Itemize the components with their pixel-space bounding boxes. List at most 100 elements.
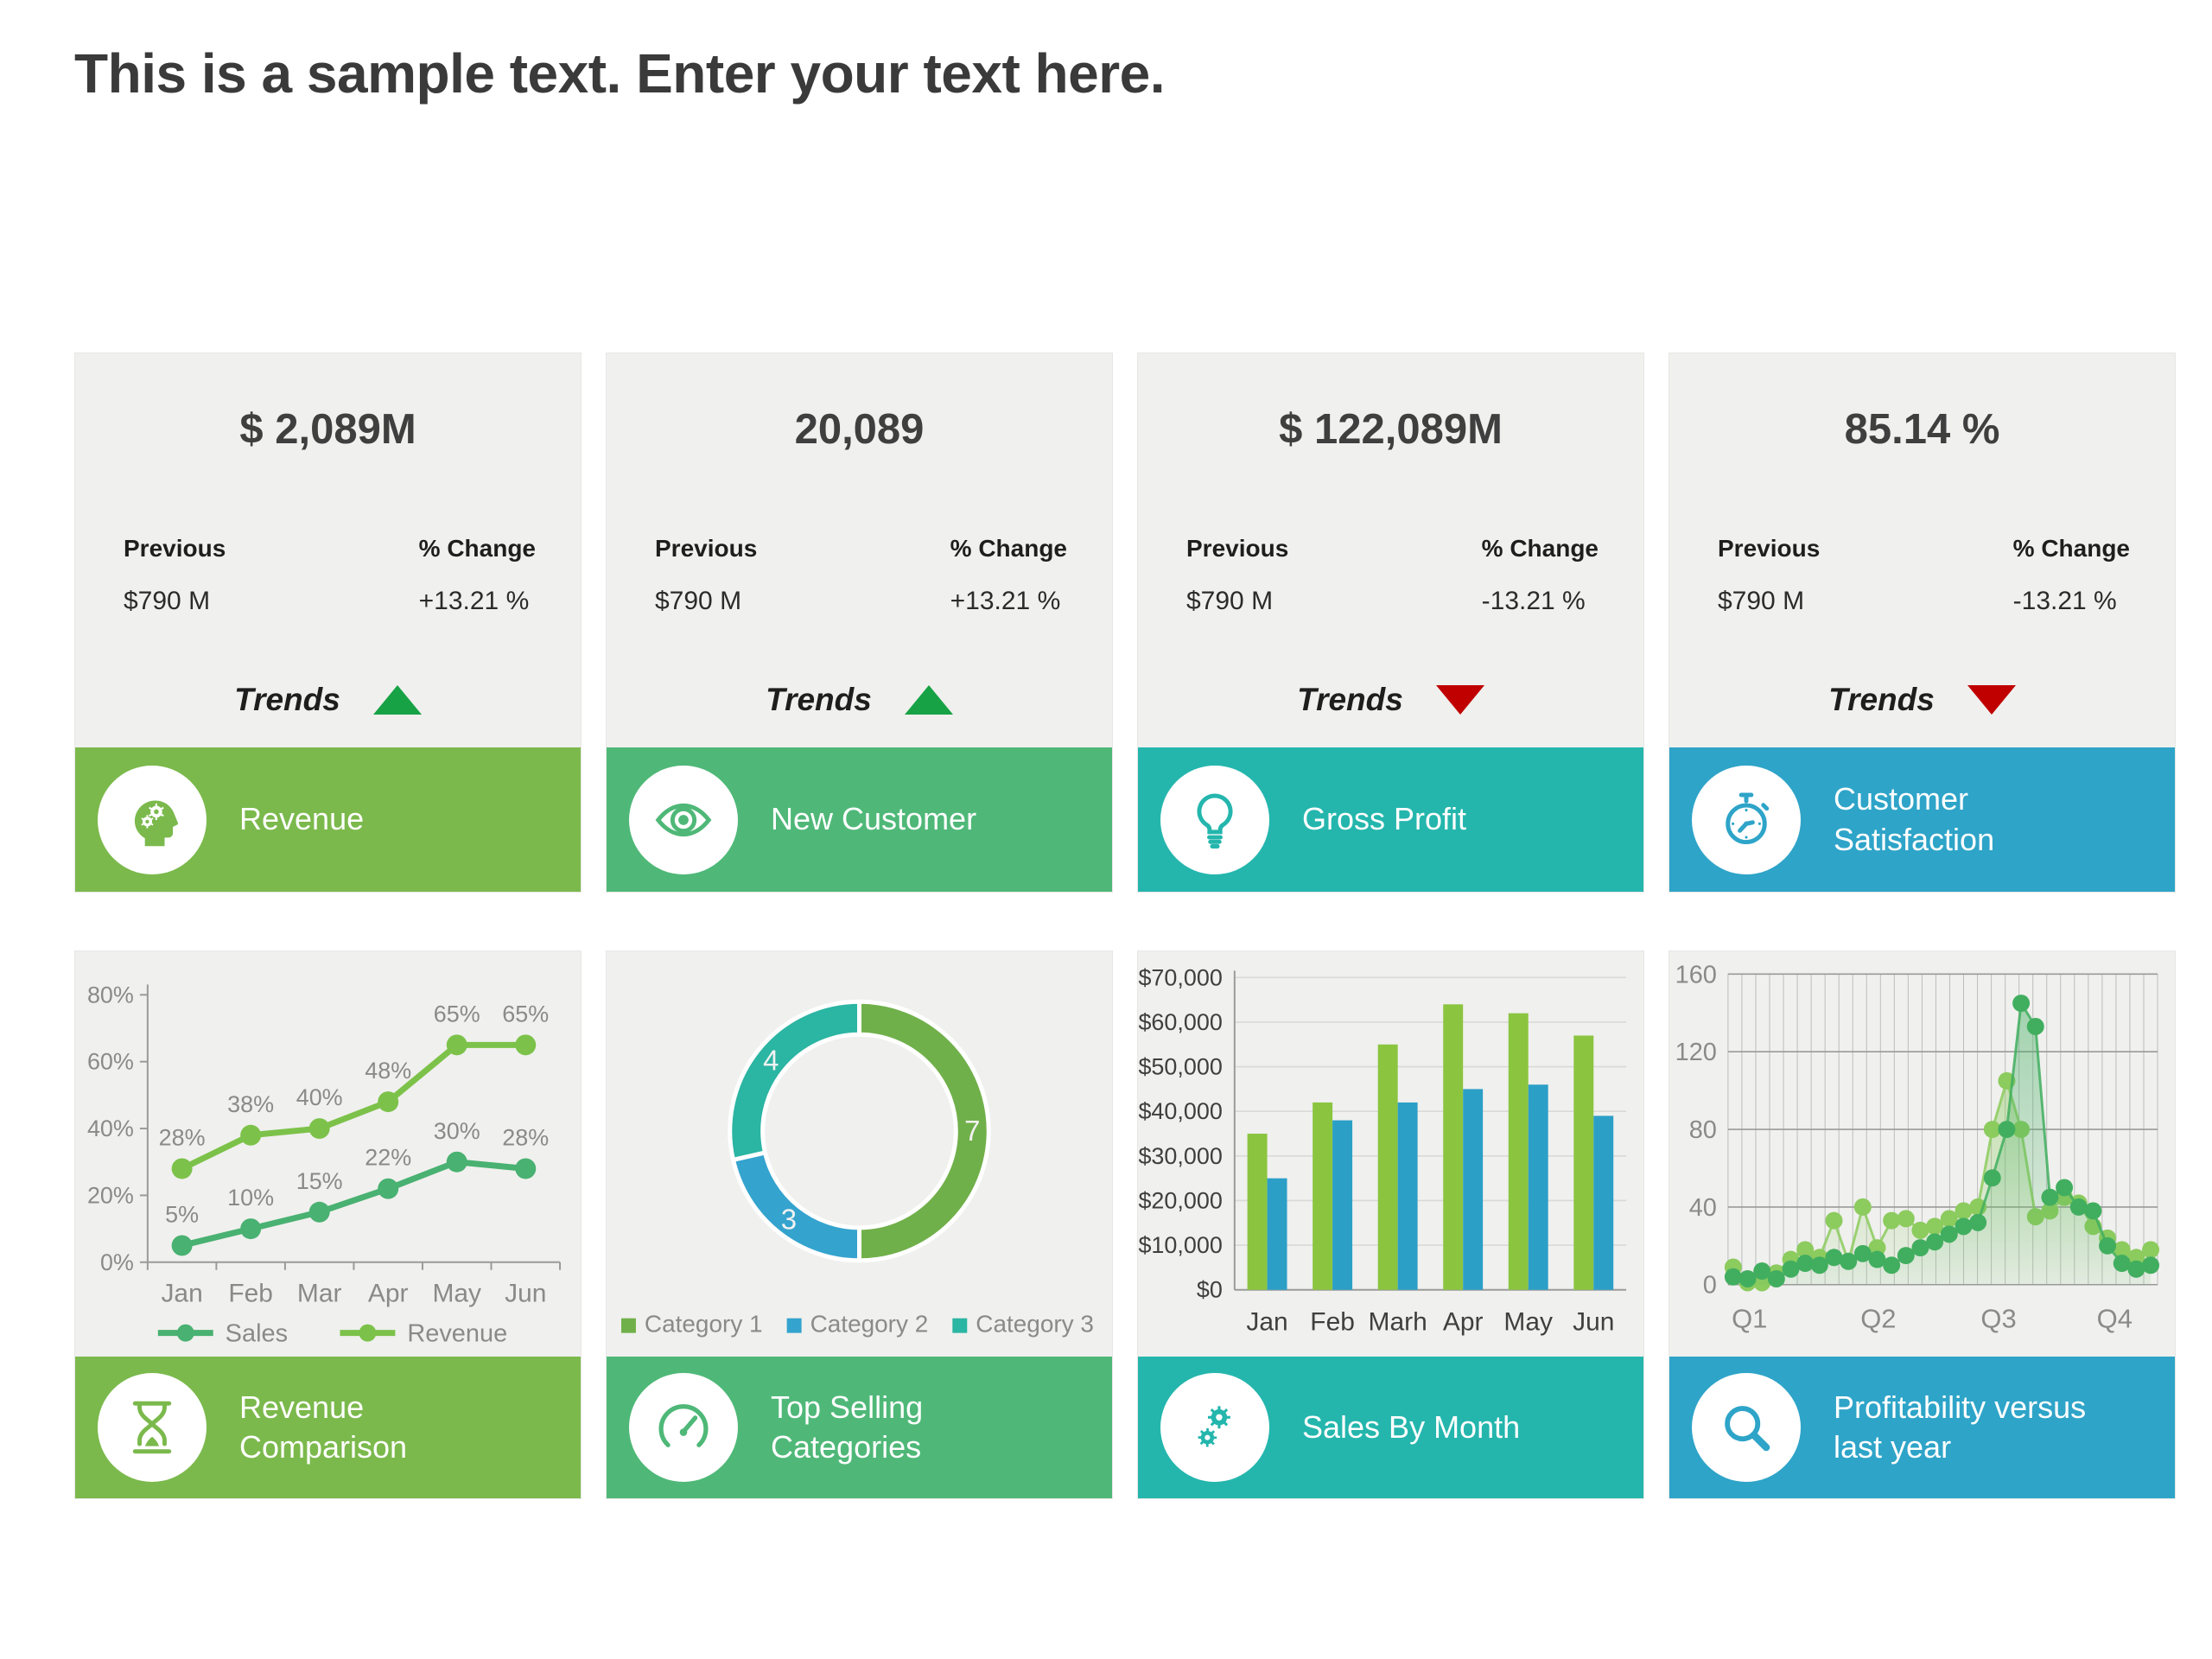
head-gears-icon — [98, 765, 207, 874]
svg-text:May: May — [432, 1280, 481, 1308]
svg-text:$70,000: $70,000 — [1138, 964, 1222, 990]
hourglass-icon — [98, 1373, 207, 1482]
chart-card-revenue-comparison: 0% 20% 40% 60% 80% Jan Feb Mar Apr May Jun 5% 10% 15%… — [74, 950, 582, 1499]
trend-arrow-icon — [1435, 685, 1484, 715]
chart-footer: Profitability versus last year — [1669, 1357, 2175, 1498]
svg-text:5%: 5% — [165, 1201, 199, 1227]
previous-label: Previous — [655, 535, 758, 562]
kpi-footer: Gross Profit — [1138, 747, 1643, 892]
change-stat: % Change -13.21 % — [2013, 535, 2130, 616]
kpi-value: 85.14 % — [1844, 406, 2000, 453]
chart-footer: Top Selling Categories — [607, 1357, 1112, 1498]
svg-text:80: 80 — [1689, 1116, 1717, 1144]
svg-text:20%: 20% — [87, 1182, 134, 1208]
chart-footer: Sales By Month — [1138, 1357, 1643, 1498]
svg-text:30%: 30% — [434, 1118, 480, 1144]
chart-footer: Revenue Comparison — [75, 1357, 581, 1498]
change-label: % Change — [418, 535, 536, 562]
previous-stat: Previous $790 M — [1718, 535, 1820, 616]
svg-text:40%: 40% — [296, 1084, 343, 1110]
kpi-footer: Customer Satisfaction — [1669, 747, 2175, 892]
svg-text:$20,000: $20,000 — [1138, 1187, 1222, 1213]
change-label: % Change — [1481, 535, 1599, 562]
trends-row: Trends — [1138, 682, 1643, 718]
svg-text:Q1: Q1 — [1732, 1304, 1767, 1334]
svg-text:May: May — [1503, 1308, 1553, 1337]
kpi-card-customer-satisfaction: 85.14 % Previous $790 M % Change -13.21 … — [1669, 353, 2176, 893]
chart-card-sales-by-month: $0 $10,000 $20,000 $30,000 $40,000 $50,000 $60… — [1137, 950, 1644, 1499]
lightbulb-icon — [1160, 765, 1269, 874]
change-value: +13.21 % — [950, 587, 1061, 615]
previous-value: $790 M — [655, 587, 742, 615]
change-stat: % Change +13.21 % — [950, 535, 1067, 616]
line-chart-svg: 0% 20% 40% 60% 80% Jan Feb Mar Apr May Jun 5% 10% 15%… — [87, 982, 562, 1348]
kpi-footer-label: Customer Satisfaction — [1834, 781, 1995, 857]
svg-text:Q4: Q4 — [2097, 1304, 2133, 1334]
kpi-footer: Revenue — [75, 747, 581, 892]
svg-text:80%: 80% — [87, 982, 134, 1007]
trends-row: Trends — [607, 682, 1112, 718]
previous-value: $790 M — [1186, 587, 1274, 615]
svg-text:15%: 15% — [296, 1168, 343, 1194]
previous-value: $790 M — [1718, 587, 1805, 615]
change-value: -13.21 % — [2012, 587, 2117, 615]
kpi-value: $ 122,089M — [1279, 406, 1503, 453]
magnifier-icon — [1692, 1373, 1801, 1482]
chart-footer-label: Revenue Comparison — [239, 1389, 408, 1465]
svg-text:$50,000: $50,000 — [1138, 1054, 1222, 1080]
change-stat: % Change +13.21 % — [419, 535, 536, 616]
previous-label: Previous — [1718, 535, 1821, 562]
gauge-icon — [629, 1373, 738, 1482]
previous-label: Previous — [1186, 535, 1289, 562]
kpi-card-gross-profit: $ 122,089M Previous $790 M % Change -13.… — [1137, 353, 1644, 893]
revenue-comparison-chart: 0% 20% 40% 60% 80% Jan Feb Mar Apr May Jun 5% 10% 15%… — [75, 951, 581, 1357]
svg-text:Revenue: Revenue — [407, 1320, 507, 1348]
svg-text:40%: 40% — [87, 1116, 134, 1141]
chart-card-top-selling-categories: 7 3 4 Category 1 Category 2 Category 3 Top Se… — [606, 950, 1113, 1499]
svg-text:Marh: Marh — [1369, 1308, 1427, 1337]
sales-by-month-chart: $0 $10,000 $20,000 $30,000 $40,000 $50,000 $60… — [1138, 951, 1643, 1357]
trends-row: Trends — [1669, 682, 2175, 718]
kpi-body: 85.14 % Previous $790 M % Change -13.21 … — [1669, 353, 2175, 747]
svg-text:65%: 65% — [502, 1001, 549, 1027]
kpi-value: 20,089 — [794, 406, 925, 453]
kpi-stats: Previous $790 M % Change +13.21 % — [75, 535, 581, 616]
kpi-footer: New Customer — [607, 747, 1112, 892]
svg-text:Feb: Feb — [1310, 1308, 1355, 1337]
trends-label: Trends — [1297, 682, 1403, 717]
eye-icon — [629, 765, 738, 874]
trends-label: Trends — [234, 682, 340, 717]
svg-text:Category 2: Category 2 — [810, 1311, 929, 1338]
change-label: % Change — [950, 535, 1067, 562]
svg-text:160: 160 — [1675, 961, 1717, 988]
svg-text:38%: 38% — [227, 1091, 274, 1117]
svg-text:0%: 0% — [100, 1249, 134, 1275]
svg-text:Category 1: Category 1 — [645, 1311, 763, 1338]
kpi-row: $ 2,089M Previous $790 M % Change +13.21… — [74, 353, 2176, 893]
svg-text:22%: 22% — [365, 1145, 411, 1171]
svg-text:Jan: Jan — [161, 1280, 202, 1308]
stopwatch-icon — [1692, 765, 1801, 874]
svg-text:$60,000: $60,000 — [1138, 1009, 1222, 1035]
trends-label: Trends — [766, 682, 872, 717]
svg-text:40: 40 — [1689, 1194, 1717, 1222]
svg-text:Jan: Jan — [1246, 1308, 1287, 1337]
chart-footer-label: Sales By Month — [1302, 1408, 1521, 1445]
svg-text:Apr: Apr — [368, 1280, 409, 1308]
top-selling-categories-chart: 7 3 4 Category 1 Category 2 Category 3 — [607, 951, 1112, 1357]
profitability-chart: 0 40 80 120 160 Q1 Q2 Q3 Q4 — [1669, 951, 2175, 1357]
change-stat: % Change -13.21 % — [1482, 535, 1599, 616]
change-value: +13.21 % — [418, 587, 530, 615]
svg-text:Apr: Apr — [1443, 1308, 1484, 1337]
svg-text:Feb: Feb — [228, 1280, 273, 1308]
kpi-footer-label: Gross Profit — [1302, 801, 1467, 837]
svg-text:120: 120 — [1675, 1039, 1717, 1066]
svg-text:60%: 60% — [87, 1049, 134, 1075]
kpi-stats: Previous $790 M % Change -13.21 % — [1138, 535, 1643, 616]
svg-text:Q2: Q2 — [1860, 1304, 1896, 1334]
trend-arrow-icon — [1967, 685, 2016, 715]
trends-row: Trends — [75, 682, 581, 718]
svg-text:Jun: Jun — [505, 1280, 546, 1308]
svg-text:65%: 65% — [434, 1001, 480, 1027]
svg-text:Mar: Mar — [297, 1280, 342, 1308]
